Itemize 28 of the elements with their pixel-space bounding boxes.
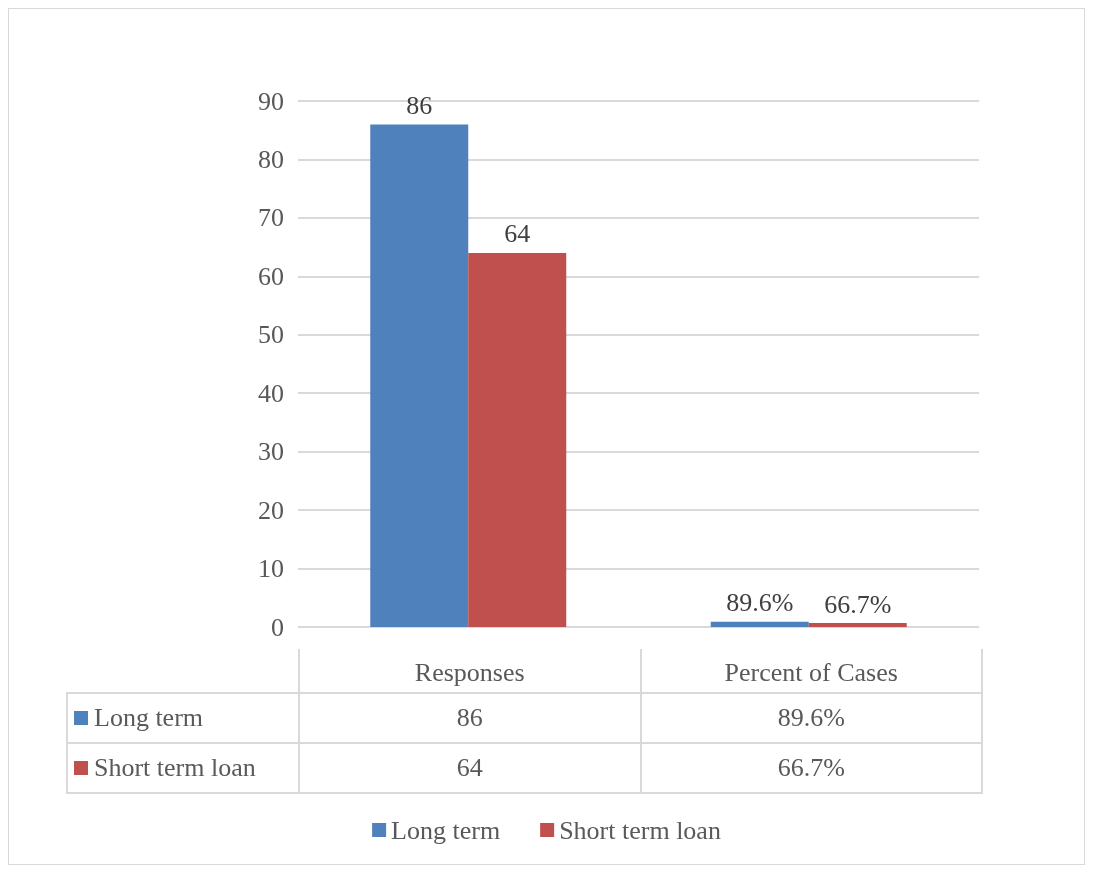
y-tick-label: 30 [258, 437, 284, 467]
bar [468, 252, 567, 627]
y-tick-label: 90 [258, 86, 284, 116]
data-label: 64 [299, 743, 641, 793]
y-tick-label: 60 [258, 261, 284, 291]
y-tick-label: 70 [258, 203, 284, 233]
data-label: 66.7% [640, 743, 982, 793]
bar [370, 124, 469, 627]
text: 64 [504, 219, 531, 249]
y-tick-label: 50 [258, 320, 284, 350]
data-label: 89.6% [640, 693, 982, 743]
x-tick-label: Percent of Cases [640, 649, 982, 693]
y-tick-label: 0 [271, 612, 284, 642]
legend-label: Long term [67, 693, 299, 743]
y-tick-label: 40 [258, 378, 284, 408]
y-tick-label: 20 [258, 495, 284, 525]
bar [710, 621, 809, 627]
text: 89.6% [726, 588, 794, 618]
text: Long term [391, 815, 501, 845]
text: 66.7% [824, 589, 892, 619]
x-tick-label: Responses [299, 649, 641, 693]
text: 86 [406, 90, 433, 120]
y-tick-label: 10 [258, 554, 284, 584]
y-tick-label: 80 [258, 144, 284, 174]
bar [808, 623, 907, 627]
legend-label: Short term loan [559, 815, 721, 845]
text: Short term loan [94, 753, 256, 782]
data-label: 86 [299, 693, 641, 743]
